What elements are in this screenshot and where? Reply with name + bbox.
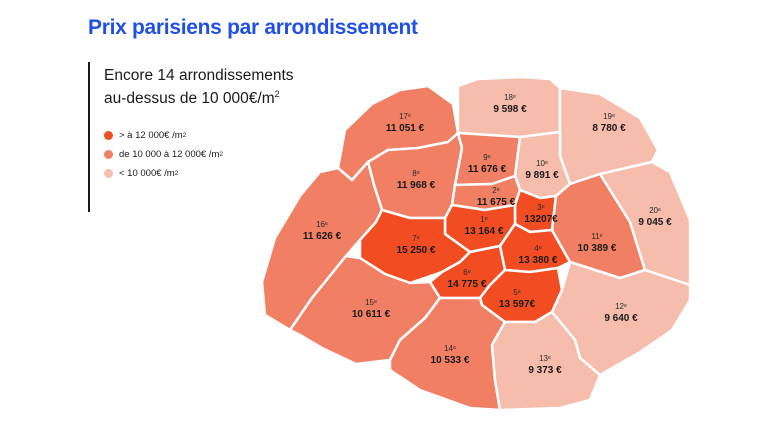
district-8-price: 11 968 € xyxy=(397,180,436,191)
district-18-price: 9 598 € xyxy=(493,104,527,115)
district-8-name: 8ᵉ xyxy=(412,169,419,178)
legend-sup-high: 2 xyxy=(182,132,187,139)
district-11-name: 11ᵉ xyxy=(591,232,602,241)
legend-label-high: > à 12 000€ /m xyxy=(119,130,183,141)
district-10-name: 10ᵉ xyxy=(536,159,548,168)
district-12-name: 12ᵉ xyxy=(615,302,627,311)
legend: > à 12 000€ /m 2 de 10 000 à 12 000€ /m 2 … xyxy=(104,126,223,183)
district-3-name: 3ᵉ xyxy=(537,203,544,212)
district-16-name: 16ᵉ xyxy=(316,220,328,229)
legend-dot-mid xyxy=(104,150,113,159)
legend-label-low: < 10 000€ /m xyxy=(119,168,175,179)
district-20 xyxy=(598,160,692,287)
legend-sup-mid: 2 xyxy=(219,151,223,158)
subtitle-line-2-sup: 2 xyxy=(274,89,280,99)
district-7-price: 15 250 € xyxy=(397,245,436,256)
subtitle: Encore 14 arrondissements au-dessus de 1… xyxy=(104,66,294,108)
legend-sup-low: 2 xyxy=(174,170,179,177)
district-2-price: 11 675 € xyxy=(477,197,516,208)
district-labels: 17ᵉ 11 051 € 18ᵉ 9 598 € 19ᵉ 8 780 € 8ᵉ … xyxy=(303,93,672,376)
district-13-price: 9 373 € xyxy=(528,365,562,376)
district-13 xyxy=(490,310,602,412)
legend-item-low: < 10 000€ /m 2 xyxy=(104,164,223,183)
district-13-name: 13ᵉ xyxy=(539,354,551,363)
district-20-name: 20ᵉ xyxy=(649,206,661,215)
legend-dot-high xyxy=(104,131,113,140)
district-5-name: 5ᵉ xyxy=(513,288,520,297)
district-2-name: 2ᵉ xyxy=(492,186,499,195)
district-4-price: 13 380 € xyxy=(519,255,558,266)
subtitle-line-2-text: au-dessus de 10 000€/m xyxy=(104,90,275,108)
legend-dot-low xyxy=(104,169,113,178)
subtitle-line-2: au-dessus de 10 000€/m2 xyxy=(104,85,294,108)
district-20-price: 9 045 € xyxy=(638,217,672,228)
legend-label-mid: de 10 000 à 12 000€ /m xyxy=(119,149,220,160)
district-14-price: 10 533 € xyxy=(431,355,470,366)
district-6-price: 14 775 € xyxy=(448,279,487,290)
district-5-price: 13 597€ xyxy=(499,299,536,310)
district-6-name: 6ᵉ xyxy=(463,268,470,277)
district-9-price: 11 676 € xyxy=(468,164,507,175)
district-19-name: 19ᵉ xyxy=(603,112,615,121)
district-1-price: 13 164 € xyxy=(465,226,504,237)
subtitle-divider xyxy=(88,62,90,212)
district-16-price: 11 626 € xyxy=(303,231,342,242)
district-4-name: 4ᵉ xyxy=(534,244,541,253)
district-11-price: 10 389 € xyxy=(578,243,617,254)
district-1-name: 1ᵉ xyxy=(480,215,487,224)
legend-item-high: > à 12 000€ /m 2 xyxy=(104,126,223,145)
district-15-price: 10 611 € xyxy=(352,309,391,320)
district-14-name: 14ᵉ xyxy=(444,344,456,353)
district-3-price: 13207€ xyxy=(524,214,558,225)
legend-item-mid: de 10 000 à 12 000€ /m 2 xyxy=(104,145,223,164)
district-9-name: 9ᵉ xyxy=(483,153,490,162)
district-17-price: 11 051 € xyxy=(386,123,425,134)
district-10-price: 9 891 € xyxy=(525,170,559,181)
district-3 xyxy=(513,188,558,234)
subtitle-line-1: Encore 14 arrondissements xyxy=(104,67,294,84)
district-19-price: 8 780 € xyxy=(592,123,626,134)
page-title: Prix parisiens par arrondissement xyxy=(88,16,418,39)
district-17-name: 17ᵉ xyxy=(399,112,411,121)
district-7-name: 7ᵉ xyxy=(412,234,419,243)
district-15-name: 15ᵉ xyxy=(365,298,377,307)
district-12-price: 9 640 € xyxy=(604,313,638,324)
district-18-name: 18ᵉ xyxy=(504,93,516,102)
